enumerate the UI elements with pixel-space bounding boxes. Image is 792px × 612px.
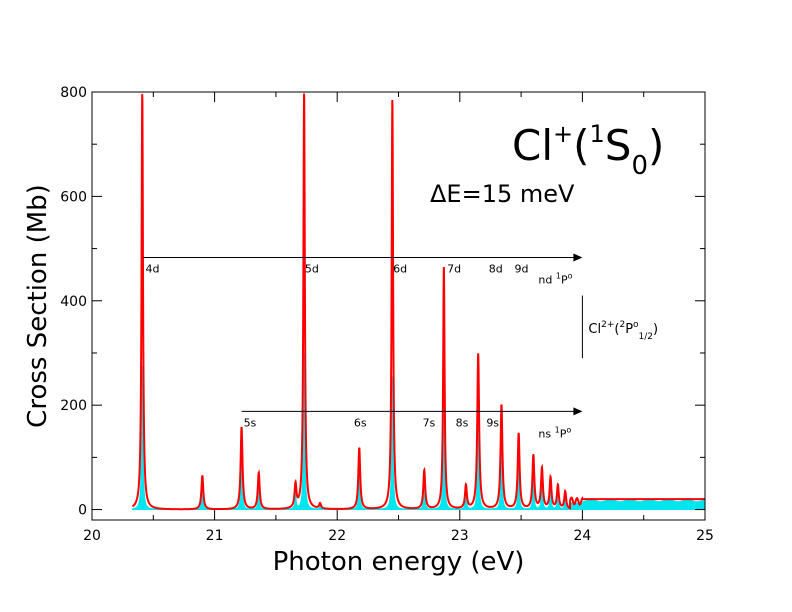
x-tick-label: 21 [206, 528, 224, 544]
nd-level-label: 7d [447, 262, 461, 275]
ns-series-label: ns 1Po [538, 425, 571, 440]
nd-level-label: 5d [305, 262, 319, 275]
x-tick-label: 20 [83, 528, 101, 544]
y-axis-title: Cross Section (Mb) [23, 184, 53, 428]
threshold-label: Cl2+(2Po1/2) [588, 320, 658, 342]
series-experiment-area [131, 352, 705, 511]
data-marks [131, 93, 705, 511]
annotations: Cl+(1S0)ΔE=15 meV 4d 5d 6d 7d 8d 9d nd 1Po 5s 6s 7… [143, 120, 664, 440]
nd-level-label: 9d [515, 262, 529, 275]
nd-level-label: 8d [489, 262, 503, 275]
resolution-annotation: ΔE=15 meV [430, 180, 575, 208]
ns-level-label: 6s [354, 416, 367, 429]
y-tick-label: 0 [78, 503, 87, 519]
ns-level-label: 9s [486, 416, 499, 429]
ns-series-arrowhead [573, 407, 583, 416]
curves [131, 93, 705, 511]
axes: 20 21 22 23 24 25 0 200 400 600 800 Photon energy (… [23, 85, 714, 577]
chart-title: Cl+(1S0) [512, 120, 664, 181]
y-tick-label: 800 [60, 85, 87, 101]
ns-level-label: 8s [456, 416, 469, 429]
y-tick-label: 600 [60, 189, 87, 205]
ns-level-label: 7s [423, 416, 436, 429]
nd-series-label: nd 1Po [538, 271, 572, 286]
y-tick-label: 400 [60, 294, 87, 310]
nd-level-label: 4d [145, 262, 159, 275]
nd-series-arrowhead [573, 253, 583, 262]
x-tick-label: 24 [573, 528, 591, 544]
x-tick-label: 23 [451, 528, 469, 544]
x-tick-label: 25 [696, 528, 714, 544]
nd-level-label: 6d [393, 262, 407, 275]
x-tick-label: 22 [328, 528, 346, 544]
ns-level-label: 5s [244, 416, 257, 429]
series-theory-line [131, 93, 705, 511]
x-axis-title: Photon energy (eV) [273, 547, 525, 577]
y-tick-label: 200 [60, 398, 87, 414]
